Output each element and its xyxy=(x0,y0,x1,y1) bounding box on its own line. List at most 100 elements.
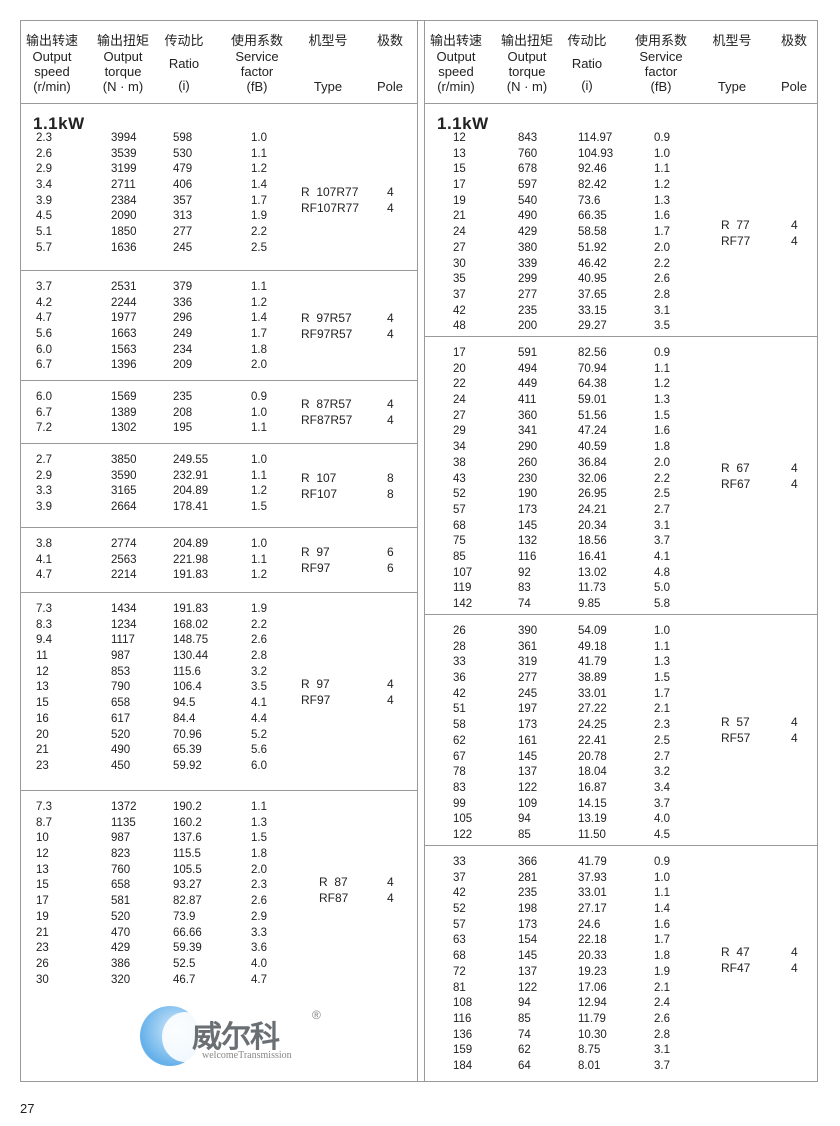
cell-speed: 23 xyxy=(36,942,49,955)
cell-service-factor: 2.2 xyxy=(251,226,267,239)
cell-speed: 28 xyxy=(453,640,466,653)
cell-speed: 3.9 xyxy=(36,194,52,207)
table-row: 48 200 29.27 3.5 xyxy=(425,319,818,335)
cell-speed: 42 xyxy=(453,304,466,317)
cell-speed: 30 xyxy=(453,257,466,270)
cell-torque: 2090 xyxy=(111,210,137,223)
cell-ratio: 190.2 xyxy=(173,801,202,813)
table-header: 输出转速 Output speed (r/min) 输出扭矩 Output torque (N… xyxy=(21,21,417,104)
table-row: 24 429 58.58 1.7 xyxy=(425,225,818,241)
pole-value: 4 xyxy=(791,731,798,745)
cell-torque: 94 xyxy=(518,997,531,1010)
cell-ratio: 249 xyxy=(173,328,193,341)
table-row: 42 245 33.01 1.7 xyxy=(425,687,818,703)
table-row: 6.7 1396 209 2.0 xyxy=(21,358,417,374)
table-row: 6.7 1389 208 1.0 xyxy=(21,406,417,422)
table-row: 12 853 115.6 3.2 xyxy=(21,665,417,681)
cell-speed: 83 xyxy=(453,781,466,794)
cell-speed: 184 xyxy=(453,1059,473,1072)
cell-torque: 339 xyxy=(518,257,538,270)
header-speed-en2: speed xyxy=(438,64,474,79)
table-row: 9.4 1117 148.75 2.6 xyxy=(21,633,417,649)
cell-speed: 12 xyxy=(453,132,466,144)
table-row: 37 277 37.65 2.8 xyxy=(425,288,818,304)
cell-torque: 245 xyxy=(518,687,538,700)
cell-torque: 490 xyxy=(111,744,131,757)
table-row: 10 987 137.6 1.5 xyxy=(21,831,417,847)
cell-speed: 7.2 xyxy=(36,422,52,435)
cell-speed: 35 xyxy=(453,273,466,286)
cell-ratio: 208 xyxy=(173,406,193,419)
header-sf-en1: Service xyxy=(235,49,279,64)
table-row: 119 83 11.73 5.0 xyxy=(425,581,818,597)
block-rows: 7.3 1372 190.2 1.1 8.7 1135 160.2 1.3 10 987 137.6… xyxy=(21,791,417,988)
cell-speed: 42 xyxy=(453,887,466,900)
cell-ratio: 20.78 xyxy=(578,750,607,763)
pole-value: 4 xyxy=(387,874,394,889)
cell-speed: 2.9 xyxy=(36,469,52,482)
cell-ratio: 336 xyxy=(173,296,193,309)
type-value: R 87 xyxy=(319,874,348,889)
cell-torque: 1563 xyxy=(111,343,137,356)
cell-ratio: 204.89 xyxy=(173,485,209,498)
cell-torque: 361 xyxy=(518,640,538,653)
cell-service-factor: 2.5 xyxy=(654,488,670,501)
table-row: 42 235 33.15 3.1 xyxy=(425,304,818,320)
type-cell: R 87 RF87 xyxy=(319,791,348,988)
cell-ratio: 59.92 xyxy=(173,759,202,772)
cell-ratio: 51.56 xyxy=(578,409,607,422)
cell-ratio: 479 xyxy=(173,163,193,176)
cell-torque: 617 xyxy=(111,712,131,725)
cell-torque: 2244 xyxy=(111,296,137,309)
type-value: R 97R57 xyxy=(301,310,352,325)
cell-service-factor: 1.6 xyxy=(654,425,670,438)
model-block: 1.1kW 2.3 3994 598 1.0 2.6 3539 530 1.1 2.9 3199 47… xyxy=(21,104,417,271)
cell-service-factor: 1.9 xyxy=(251,210,267,223)
cell-torque: 161 xyxy=(518,734,538,747)
cell-service-factor: 3.6 xyxy=(251,942,267,955)
header-ratio: 传动比 Ratio (i) xyxy=(560,33,614,93)
cell-torque: 132 xyxy=(518,535,538,548)
header-torque-en2: torque xyxy=(104,64,142,79)
cell-service-factor: 2.2 xyxy=(251,618,267,631)
cell-service-factor: 1.8 xyxy=(654,441,670,454)
table-row: 108 94 12.94 2.4 xyxy=(425,996,818,1012)
header-speed-cn: 输出转速 xyxy=(429,33,482,48)
cell-torque: 591 xyxy=(518,347,538,359)
block-rows: 2.7 3850 249.55 1.0 2.9 3590 232.91 1.1 3.3 3165 2… xyxy=(21,444,417,516)
cell-speed: 27 xyxy=(453,409,466,422)
cell-torque: 200 xyxy=(518,320,538,333)
cell-torque: 62 xyxy=(518,1044,531,1057)
header-sf-en2: factor xyxy=(240,64,274,79)
cell-service-factor: 3.5 xyxy=(654,320,670,333)
cell-ratio: 191.83 xyxy=(173,603,209,615)
cell-service-factor: 3.1 xyxy=(654,519,670,532)
cell-torque: 470 xyxy=(111,926,131,939)
table-row: 78 137 18.04 3.2 xyxy=(425,765,818,781)
cell-torque: 109 xyxy=(518,797,538,810)
table-row: 62 161 22.41 2.5 xyxy=(425,734,818,750)
cell-ratio: 115.6 xyxy=(173,665,201,678)
header-type-en: Type xyxy=(313,79,343,94)
header-ratio-unit: (i) xyxy=(581,78,593,93)
header-ratio-cn: 传动比 xyxy=(567,33,607,48)
pole-value: 4 xyxy=(791,460,798,475)
block-rows: 7.3 1434 191.83 1.9 8.3 1234 168.02 2.2 9.4 1117 1… xyxy=(21,593,417,775)
cell-service-factor: 0.9 xyxy=(654,856,670,868)
cell-service-factor: 3.5 xyxy=(251,681,267,694)
table-row: 107 92 13.02 4.8 xyxy=(425,566,818,582)
type-value: RF47 xyxy=(721,961,751,976)
type-value: R 97 xyxy=(301,676,330,691)
cell-ratio: 8.01 xyxy=(578,1059,601,1072)
cell-torque: 450 xyxy=(111,759,131,772)
cell-service-factor: 1.6 xyxy=(654,918,670,931)
cell-speed: 37 xyxy=(453,871,466,884)
cell-speed: 5.1 xyxy=(36,226,52,239)
cell-torque: 390 xyxy=(518,625,538,637)
cell-speed: 63 xyxy=(453,934,466,947)
cell-torque: 760 xyxy=(518,147,538,160)
cell-speed: 22 xyxy=(453,378,466,391)
cell-service-factor: 1.1 xyxy=(251,281,267,293)
cell-ratio: 82.42 xyxy=(578,179,607,192)
pole-value: 4 xyxy=(791,961,798,976)
